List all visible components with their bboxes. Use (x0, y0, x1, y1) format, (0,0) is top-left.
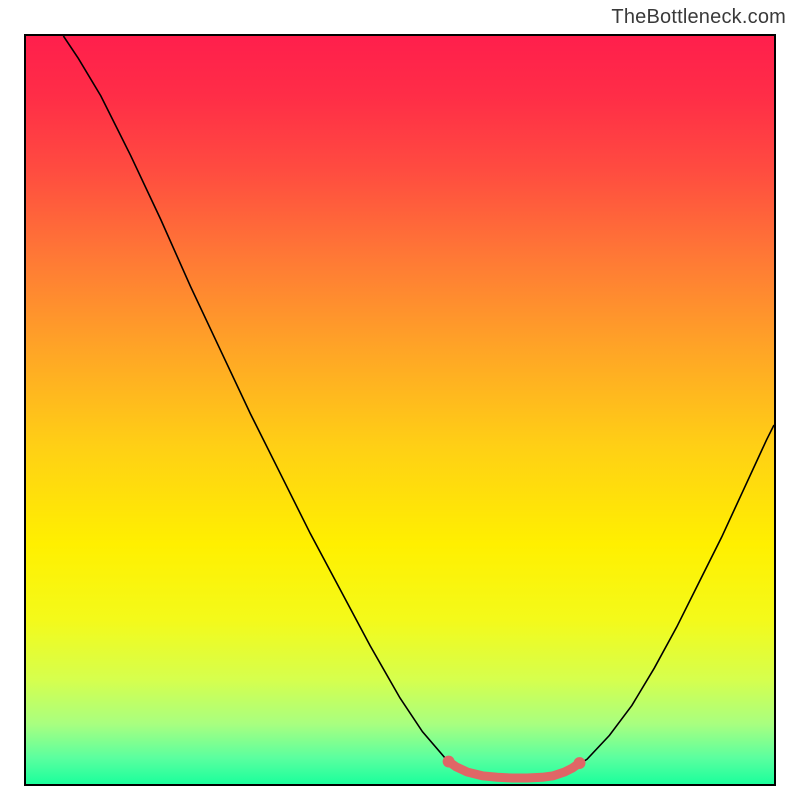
highlight-cap-end (574, 757, 586, 769)
highlight-stroke-path (449, 762, 580, 778)
chart-container (24, 34, 776, 786)
highlight-cap-start (443, 756, 455, 768)
main-curve-path (63, 36, 774, 778)
watermark-text: TheBottleneck.com (611, 6, 786, 29)
chart-svg-overlay (26, 36, 774, 784)
